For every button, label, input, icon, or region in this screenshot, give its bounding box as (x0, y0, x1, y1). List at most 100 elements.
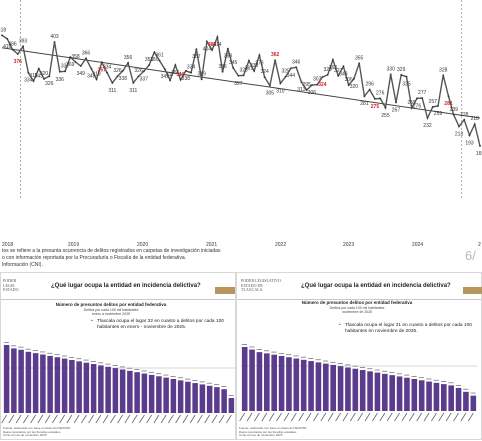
state-bar (278, 355, 285, 411)
state-bar (25, 351, 32, 413)
data-label: 305 (266, 91, 275, 97)
state-bar (47, 355, 53, 413)
year-label: 2020 (137, 242, 148, 248)
bar-value-label (374, 369, 380, 371)
data-label: 388 (224, 54, 233, 60)
state-bar (228, 398, 235, 413)
data-label: 351 (171, 70, 180, 76)
bullet-icon: • (91, 319, 93, 324)
data-point (158, 59, 161, 62)
data-label: 318 (176, 72, 185, 78)
data-label: 257 (429, 99, 438, 105)
state-axis-label (394, 412, 400, 422)
data-label: 228 (460, 112, 469, 118)
data-point (326, 73, 329, 76)
data-point (458, 125, 460, 128)
bar-value-label (455, 384, 461, 386)
data-label: 267 (392, 107, 401, 113)
note-line: habitantes en noviembre de 2025. (345, 329, 418, 334)
state-axis-label (401, 412, 408, 422)
data-label: 320 (350, 84, 359, 90)
state-axis-label (204, 414, 210, 424)
state-bar (61, 358, 68, 413)
data-label: 357 (98, 67, 107, 73)
state-axis-label (379, 412, 386, 422)
data-point (232, 66, 235, 69)
data-label: 373 (255, 60, 264, 66)
source-line: Datos reportados por las fiscalías estat… (239, 429, 297, 434)
bar-value-label (3, 342, 9, 343)
data-point (43, 77, 45, 80)
bullet-icon: • (339, 323, 341, 328)
data-point (274, 59, 277, 62)
data-point (85, 57, 87, 60)
data-label: 255 (381, 113, 390, 119)
bar-value-label (32, 350, 38, 351)
data-point (58, 70, 61, 73)
data-point (132, 81, 135, 84)
state-axis-label (110, 414, 116, 424)
state-axis-label (52, 414, 58, 424)
state-bar (32, 353, 39, 413)
data-label: 310 (276, 88, 285, 94)
state-axis-label (95, 414, 102, 424)
data-label: 311 (129, 88, 137, 94)
slide-title: ¿Qué lugar ocupa la entidad en incidenci… (301, 283, 451, 289)
bar-value-label (359, 367, 366, 368)
ranking-note: • Tlaxcala ocupa el lugar 31 en cuanto a… (339, 323, 481, 335)
incidence-series-line (1, 34, 481, 147)
data-point (137, 75, 140, 78)
state-axis-label (305, 412, 312, 422)
data-point (64, 70, 66, 73)
data-point (389, 73, 392, 76)
data-label: 334 (103, 65, 112, 71)
state-bar (426, 381, 432, 411)
data-label: 369 (66, 62, 75, 68)
data-label: 348 (339, 71, 348, 77)
bar-value-label (241, 344, 248, 345)
slide-left: PODER LEGIS. ESTADO ¿Qué lugar ocupa la … (0, 272, 236, 440)
data-point (300, 81, 303, 83)
data-point (247, 59, 250, 62)
data-label: 385 (208, 42, 217, 48)
bar-value-label (206, 382, 212, 384)
data-label: 239 (450, 107, 459, 113)
state-axis-label (37, 414, 44, 424)
state-axis-label (218, 414, 225, 424)
source-note: Fuente: elaborado con base en datos del … (239, 426, 307, 438)
bar-value-label (249, 346, 255, 348)
bar-value-label (192, 380, 198, 381)
data-point (468, 134, 471, 137)
data-label: 361 (245, 66, 254, 72)
bar-value-label (119, 366, 125, 368)
data-label: 403 (50, 34, 59, 40)
data-label: 362 (271, 52, 280, 58)
data-point (221, 70, 224, 73)
data-label: 319 (197, 71, 206, 77)
note-line: Tlaxcala ocupa el lugar 31 en cuanto a d… (345, 323, 472, 328)
data-label: 329 (323, 67, 332, 73)
logo-line: ESTADO DE (241, 282, 263, 288)
data-point (305, 89, 308, 91)
state-bar (119, 369, 126, 413)
data-point (437, 105, 439, 107)
bar-value-label (134, 369, 140, 370)
data-point (100, 61, 103, 64)
data-label: 255 (408, 100, 417, 106)
data-label: 346 (292, 59, 301, 65)
data-label: 393 (19, 38, 28, 44)
logo-line: ESTADO (3, 287, 19, 292)
data-label: 338 (250, 63, 259, 69)
state-bar (90, 364, 97, 413)
bar-value-label (90, 361, 96, 362)
state-bar (192, 383, 198, 413)
data-point (284, 75, 287, 78)
state-axis-label (59, 414, 65, 424)
data-point (211, 49, 214, 51)
data-label: 259 (434, 111, 443, 117)
state-bar (76, 361, 82, 413)
state-axis-label (73, 414, 80, 424)
data-point (90, 67, 93, 70)
bar-value-label (54, 354, 60, 356)
data-label: 277 (418, 90, 427, 96)
